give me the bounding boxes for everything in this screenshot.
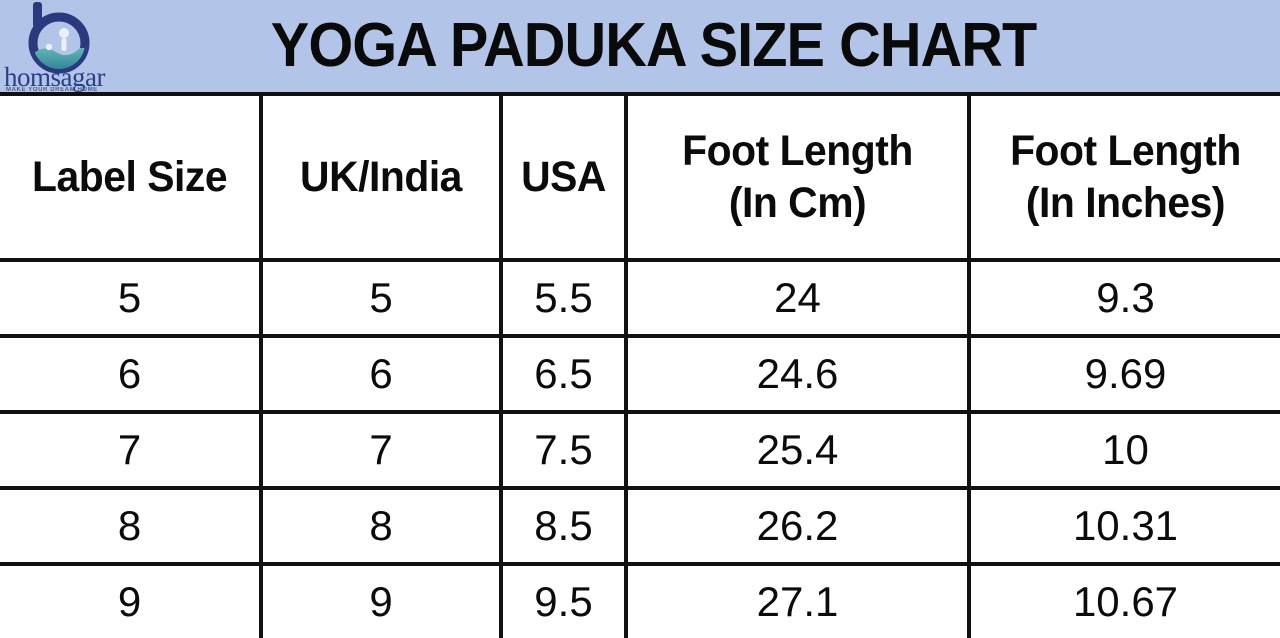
cell-uk-india: 7 xyxy=(261,412,503,490)
cell-usa: 6.5 xyxy=(501,336,628,414)
column-header-foot-length-inches: Foot Length (In Inches) xyxy=(976,96,1273,262)
column-header-usa: USA xyxy=(504,96,625,262)
cell-foot-length-cm: 24.6 xyxy=(626,336,971,414)
cell-foot-length-cm: 25.4 xyxy=(626,412,971,490)
brand-logo: homsagar MAKE YOUR DREAM HOME xyxy=(4,2,132,93)
cell-foot-length-inches: 10 xyxy=(969,412,1280,490)
homsagar-water-drop-logo-icon xyxy=(16,2,102,74)
table-header-row: Label Size UK/India USA Foot Length (In … xyxy=(0,96,1280,262)
column-header-line-1: USA xyxy=(521,152,606,201)
cell-foot-length-cm: 26.2 xyxy=(626,488,971,566)
cell-uk-india: 8 xyxy=(261,488,503,566)
column-header-line-1: Label Size xyxy=(32,152,228,201)
table-row: 8 8 8.5 26.2 10.31 xyxy=(0,488,1280,566)
column-header-line-2: (In Cm) xyxy=(728,179,867,227)
column-header-line-1: UK/India xyxy=(300,152,462,201)
cell-uk-india: 6 xyxy=(261,336,503,414)
column-header-line-1: Foot Length xyxy=(1010,126,1241,175)
size-chart-table: Label Size UK/India USA Foot Length (In … xyxy=(0,96,1280,638)
cell-foot-length-inches: 9.3 xyxy=(969,260,1280,338)
table-row: 5 5 5.5 24 9.3 xyxy=(0,260,1280,338)
cell-foot-length-inches: 10.67 xyxy=(1072,578,1179,625)
cell-uk-india: 5 xyxy=(261,260,503,338)
logo-tagline: MAKE YOUR DREAM HOME xyxy=(6,87,98,93)
cell-label-size: 5 xyxy=(0,260,263,338)
column-header-foot-length-cm: Foot Length (In Cm) xyxy=(634,96,963,262)
table-row: 7 7 7.5 25.4 10 xyxy=(0,412,1280,490)
page-title: YOGA PADUKA SIZE CHART xyxy=(271,11,1037,80)
cell-uk-india: 9 xyxy=(261,564,503,638)
cell-foot-length-inches: 10.31 xyxy=(969,488,1280,566)
cell-usa: 9.5 xyxy=(501,564,628,638)
cell-usa: 7.5 xyxy=(501,412,628,490)
cell-label-size: 8 xyxy=(0,488,263,566)
logo-wordmark: homsagar xyxy=(4,62,105,92)
cell-usa: 8.5 xyxy=(501,488,628,566)
cell-label-size: 7 xyxy=(0,412,263,490)
cell-label-size: 9 xyxy=(0,564,263,638)
table-row: 6 6 6.5 24.6 9.69 xyxy=(0,336,1280,414)
chart-header-band: homsagar MAKE YOUR DREAM HOME YOGA PADUK… xyxy=(0,0,1280,96)
column-header-label-size: Label Size xyxy=(6,96,257,262)
cell-label-size: 6 xyxy=(0,336,263,414)
column-header-uk-india: UK/India xyxy=(267,96,497,262)
cell-foot-length-cm: 27.1 xyxy=(626,564,971,638)
cell-usa: 5.5 xyxy=(501,260,628,338)
column-header-line-1: Foot Length xyxy=(682,126,913,175)
column-header-line-2: (In Inches) xyxy=(1025,179,1226,227)
cell-foot-length-inches: 9.69 xyxy=(969,336,1280,414)
cell-foot-length-cm: 24 xyxy=(626,260,971,338)
table-row: 9 9 9.5 27.1 10.67 xyxy=(0,564,1280,638)
